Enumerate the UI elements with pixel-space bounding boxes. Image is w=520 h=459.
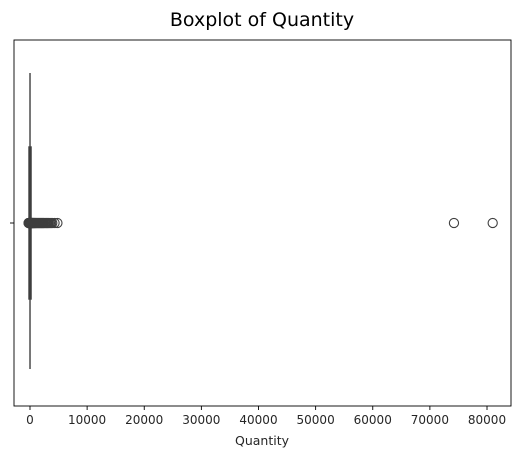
x-tick-label: 40000 bbox=[239, 413, 277, 427]
x-tick-label: 50000 bbox=[297, 413, 335, 427]
chart-title: Boxplot of Quantity bbox=[170, 9, 354, 31]
x-tick-label: 0 bbox=[26, 413, 34, 427]
x-tick-label: 30000 bbox=[182, 413, 220, 427]
x-tick-label: 80000 bbox=[468, 413, 506, 427]
x-axis-label: Quantity bbox=[235, 433, 290, 448]
x-tick-label: 10000 bbox=[68, 413, 106, 427]
plot-area bbox=[13, 39, 512, 407]
outlier-point bbox=[49, 217, 60, 229]
x-tick-label: 60000 bbox=[354, 413, 392, 427]
outlier-point bbox=[487, 217, 498, 229]
outlier-point bbox=[52, 217, 63, 229]
x-axis-ticks: 0 10000 20000 30000 40000 50000 60000 70000 8000… bbox=[26, 406, 506, 427]
x-tick-label: 70000 bbox=[411, 413, 449, 427]
x-tick-label: 20000 bbox=[125, 413, 163, 427]
outlier-point bbox=[448, 217, 460, 229]
axes-frame bbox=[13, 39, 512, 407]
